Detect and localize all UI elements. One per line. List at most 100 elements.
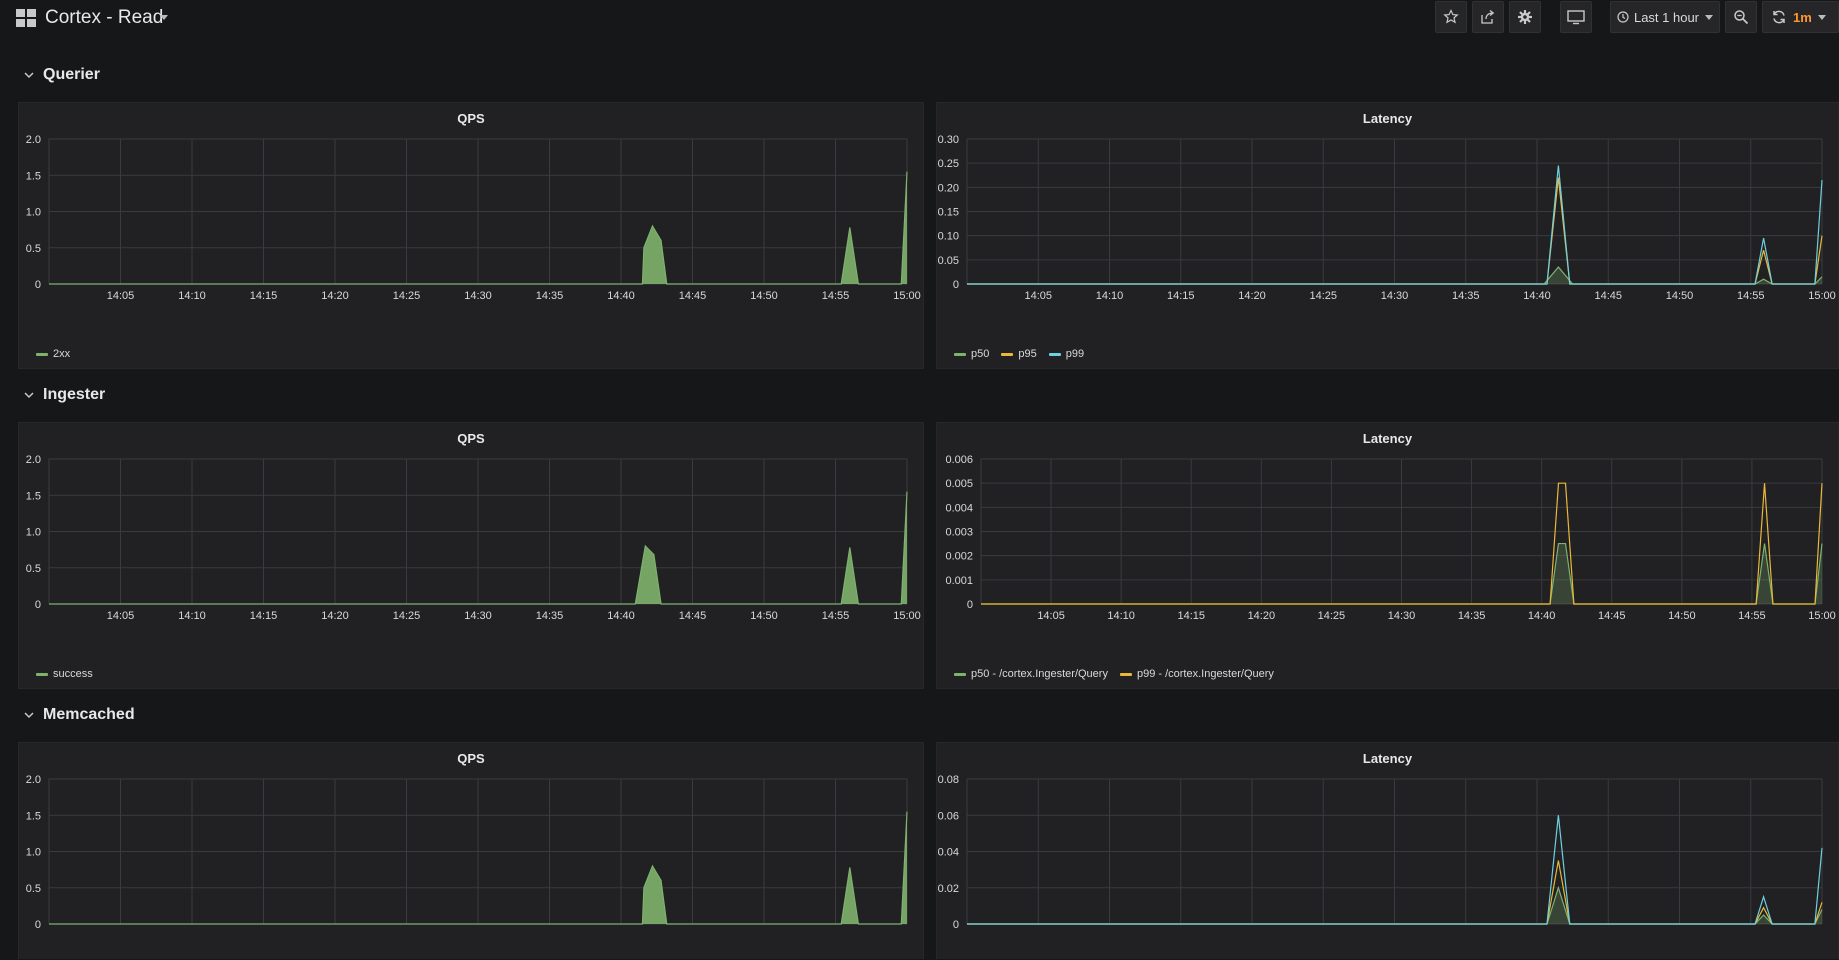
row-header-ingester[interactable]: Ingester bbox=[22, 385, 105, 405]
x-tick-label: 14:35 bbox=[536, 610, 564, 622]
x-tick-label: 14:40 bbox=[1523, 290, 1551, 302]
x-tick-label: 14:35 bbox=[1458, 610, 1486, 622]
legend-label: 2xx bbox=[53, 348, 71, 360]
legend-item[interactable]: 2xx bbox=[36, 348, 70, 360]
panel-title[interactable]: QPS bbox=[457, 751, 485, 766]
y-tick-label: 0 bbox=[35, 919, 41, 931]
x-tick-label: 14:20 bbox=[1248, 610, 1276, 622]
chart-legend: p50 - /cortex.Ingester/Query p99 - /corte… bbox=[954, 668, 1274, 680]
row-title: Ingester bbox=[43, 386, 106, 403]
legend-item[interactable]: p50 bbox=[954, 348, 989, 360]
latency-chart: 0.08 0.06 0.04 0.02 0 bbox=[938, 774, 1823, 931]
x-tick-label: 14:35 bbox=[1452, 290, 1480, 302]
x-tick-label: 14:10 bbox=[1107, 610, 1135, 622]
time-picker-button[interactable]: Last 1 hour bbox=[1610, 1, 1720, 33]
panel-querier-latency: Latency 0.30 0.25 0.20 0.15 0.10 0.05 0 14:05 14… bbox=[936, 102, 1839, 369]
settings-button[interactable] bbox=[1509, 1, 1541, 33]
series-line bbox=[967, 165, 1823, 285]
legend-label: p99 - /cortex.Ingester/Query bbox=[1136, 668, 1274, 680]
x-tick-label: 14:40 bbox=[607, 290, 635, 302]
dashboard-grid-icon[interactable] bbox=[16, 9, 36, 27]
share-button[interactable] bbox=[1472, 1, 1504, 33]
x-tick-label: 14:05 bbox=[107, 290, 135, 302]
x-tick-label: 14:45 bbox=[1598, 610, 1626, 622]
y-tick-label: 1.5 bbox=[26, 170, 41, 182]
chevron-down-icon bbox=[1817, 14, 1826, 20]
panel-title[interactable]: Latency bbox=[1362, 751, 1413, 766]
x-tick-label: 14:30 bbox=[1381, 290, 1409, 302]
x-tick-label: 14:40 bbox=[607, 610, 635, 622]
x-tick-label: 14:50 bbox=[1666, 290, 1694, 302]
row-header-memcached[interactable]: Memcached bbox=[22, 705, 135, 725]
y-tick-label: 1.5 bbox=[26, 810, 41, 822]
chevron-down-icon bbox=[22, 68, 36, 82]
star-button[interactable] bbox=[1435, 1, 1467, 33]
panel-title[interactable]: QPS bbox=[457, 431, 485, 446]
title-dropdown-caret-icon[interactable] bbox=[160, 15, 168, 20]
x-tick-label: 14:15 bbox=[250, 610, 278, 622]
legend-swatch bbox=[1048, 352, 1061, 356]
x-tick-label: 14:20 bbox=[1238, 290, 1266, 302]
share-icon bbox=[1480, 9, 1496, 25]
y-tick-label: 0.003 bbox=[945, 527, 973, 539]
legend-item[interactable]: success bbox=[36, 668, 93, 680]
y-tick-label: 0.25 bbox=[938, 158, 959, 170]
x-tick-label: 14:45 bbox=[679, 290, 707, 302]
legend-label: p99 bbox=[1065, 348, 1085, 360]
legend-label: p50 - /cortex.Ingester/Query bbox=[971, 668, 1108, 680]
y-tick-label: 0.004 bbox=[945, 502, 973, 514]
y-tick-label: 0 bbox=[953, 919, 959, 931]
x-tick-label: 14:25 bbox=[1309, 290, 1337, 302]
qps-chart: 2.0 1.5 1.0 0.5 0 14:05 14:10 14:15 14:20 14:25 14… bbox=[26, 454, 921, 622]
legend-swatch bbox=[36, 672, 48, 676]
y-tick-label: 0 bbox=[35, 599, 41, 611]
zoom-out-button[interactable] bbox=[1725, 1, 1757, 33]
legend-label: p50 bbox=[971, 348, 990, 360]
row-header-querier[interactable]: Querier bbox=[22, 65, 100, 85]
row-title: Memcached bbox=[43, 706, 135, 723]
chevron-down-icon bbox=[1705, 14, 1714, 20]
refresh-button[interactable]: 1m bbox=[1762, 1, 1839, 33]
y-tick-label: 0.001 bbox=[945, 575, 973, 587]
y-tick-label: 0.05 bbox=[938, 255, 959, 267]
x-tick-label: 14:25 bbox=[393, 610, 421, 622]
legend-item[interactable]: p95 bbox=[1001, 348, 1037, 360]
y-tick-label: 0.08 bbox=[938, 774, 959, 786]
x-tick-label: 14:05 bbox=[107, 610, 135, 622]
x-tick-label: 14:30 bbox=[464, 610, 492, 622]
dashboard-title[interactable]: Cortex - Read bbox=[45, 7, 164, 28]
x-tick-label: 14:55 bbox=[1737, 290, 1765, 302]
y-tick-label: 0.02 bbox=[938, 883, 959, 895]
top-navbar: Cortex - Read Last 1 hour bbox=[0, 0, 1839, 38]
y-tick-label: 1.0 bbox=[26, 527, 41, 539]
view-mode-button[interactable] bbox=[1560, 1, 1592, 33]
chevron-down-icon bbox=[22, 388, 36, 402]
x-tick-label: 14:35 bbox=[536, 290, 564, 302]
row-title: Querier bbox=[43, 66, 100, 83]
tv-icon bbox=[1567, 9, 1585, 25]
legend-item[interactable]: p99 - /cortex.Ingester/Query bbox=[1119, 668, 1274, 680]
legend-item[interactable]: p50 - /cortex.Ingester/Query bbox=[954, 668, 1108, 680]
panel-ingester-qps: QPS 2.0 1.5 1.0 0.5 0 14:05 14:10 14:15 14:20 14:… bbox=[18, 422, 924, 689]
legend-swatch bbox=[954, 672, 966, 676]
y-tick-label: 0.005 bbox=[945, 478, 973, 490]
x-tick-label: 14:10 bbox=[1096, 290, 1124, 302]
x-tick-label: 14:55 bbox=[822, 290, 850, 302]
y-tick-label: 1.0 bbox=[26, 207, 41, 219]
legend-item[interactable]: p99 bbox=[1048, 348, 1085, 360]
x-tick-label: 14:45 bbox=[679, 610, 707, 622]
x-tick-label: 14:05 bbox=[1037, 610, 1065, 622]
panel-title[interactable]: QPS bbox=[457, 111, 485, 126]
y-tick-label: 0.06 bbox=[938, 810, 959, 822]
refresh-interval-label: 1m bbox=[1793, 9, 1812, 25]
panel-title[interactable]: Latency bbox=[1362, 431, 1413, 446]
y-tick-label: 0 bbox=[967, 599, 973, 611]
chart-legend: success bbox=[36, 668, 93, 680]
time-range-label: Last 1 hour bbox=[1633, 9, 1700, 25]
panel-title[interactable]: Latency bbox=[1362, 111, 1413, 126]
x-tick-label: 14:10 bbox=[178, 290, 206, 302]
x-tick-label: 14:50 bbox=[750, 610, 778, 622]
x-tick-label: 14:55 bbox=[1738, 610, 1766, 622]
series-line bbox=[49, 811, 908, 925]
legend-swatch bbox=[954, 352, 966, 356]
